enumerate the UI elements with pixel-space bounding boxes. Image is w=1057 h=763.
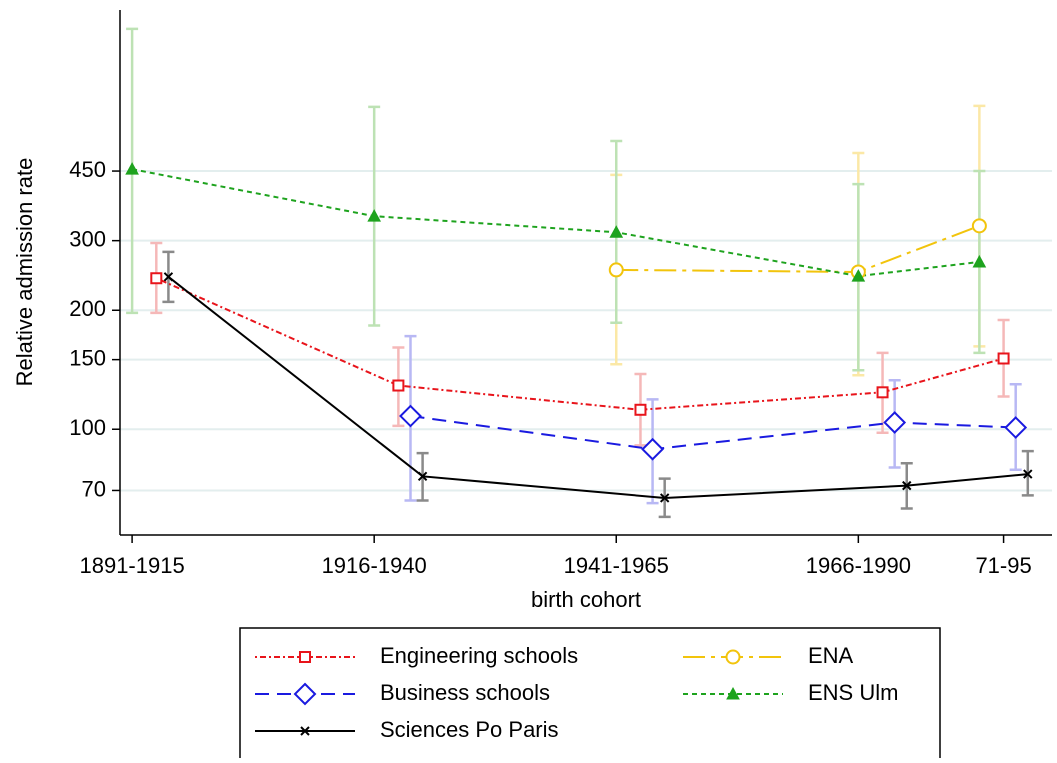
series-line bbox=[155, 277, 1004, 411]
marker bbox=[659, 493, 670, 503]
legend-label: ENS Ulm bbox=[808, 680, 898, 705]
y-axis-title: Relative admission rate bbox=[12, 158, 37, 387]
y-tick-label: 150 bbox=[69, 345, 106, 370]
marker bbox=[634, 403, 647, 416]
x-tick-label: 1916-1940 bbox=[322, 553, 427, 578]
marker bbox=[367, 209, 382, 222]
marker bbox=[399, 404, 422, 428]
marker bbox=[609, 225, 624, 238]
marker bbox=[300, 726, 310, 736]
x-tick-label: 1891-1915 bbox=[79, 553, 184, 578]
legend-label: Sciences Po Paris bbox=[380, 717, 559, 742]
marker bbox=[417, 471, 428, 482]
series-line bbox=[131, 168, 980, 278]
legend-box bbox=[239, 627, 941, 763]
legend-marker bbox=[299, 651, 311, 663]
legend-marker bbox=[300, 726, 310, 736]
marker bbox=[299, 651, 311, 663]
marker bbox=[150, 272, 163, 285]
marker bbox=[725, 649, 741, 665]
marker bbox=[726, 686, 740, 700]
x-tick-label: 71-95 bbox=[975, 553, 1031, 578]
marker bbox=[293, 682, 317, 706]
marker bbox=[163, 272, 174, 282]
marker bbox=[851, 269, 866, 282]
marker bbox=[1023, 469, 1033, 479]
marker bbox=[1004, 416, 1028, 439]
marker bbox=[608, 262, 624, 278]
marker bbox=[641, 437, 664, 461]
y-tick-label: 200 bbox=[69, 296, 106, 321]
marker bbox=[883, 411, 907, 434]
legend-label: ENA bbox=[808, 643, 854, 668]
x-axis-title: birth cohort bbox=[531, 587, 641, 612]
marker bbox=[971, 218, 987, 234]
marker bbox=[972, 254, 987, 268]
series-line bbox=[616, 224, 980, 273]
y-tick-label: 100 bbox=[69, 415, 106, 440]
marker bbox=[902, 480, 912, 491]
series-line bbox=[410, 415, 1016, 451]
y-tick-label: 300 bbox=[69, 226, 106, 251]
x-tick-label: 1966-1990 bbox=[806, 553, 911, 578]
marker bbox=[876, 386, 889, 399]
marker bbox=[997, 352, 1010, 365]
x-tick-label: 1941-1965 bbox=[564, 553, 669, 578]
legend-marker bbox=[725, 649, 741, 665]
legend-marker bbox=[726, 686, 740, 700]
y-tick-label: 70 bbox=[82, 476, 106, 501]
marker bbox=[392, 379, 405, 392]
legend-marker bbox=[293, 682, 317, 706]
y-tick-label: 450 bbox=[69, 157, 106, 182]
marker bbox=[125, 162, 139, 175]
legend-label: Business schools bbox=[380, 680, 550, 705]
legend-label: Engineering schools bbox=[380, 643, 578, 668]
